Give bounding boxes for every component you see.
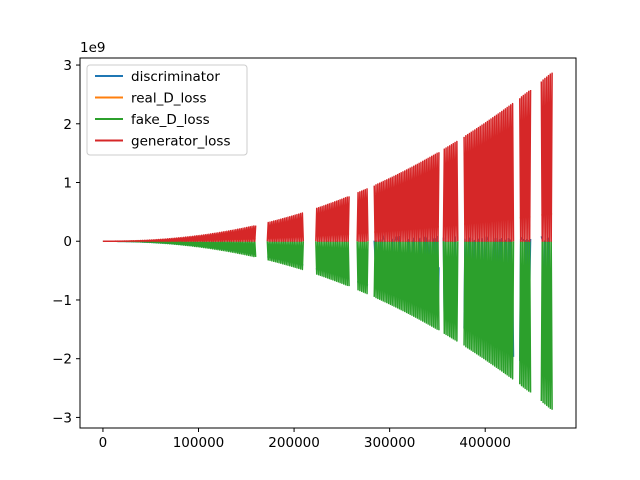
legend-box	[86, 64, 248, 156]
y-tick-label: 3	[63, 58, 72, 74]
y-tick-label: −1	[52, 293, 72, 309]
x-tick-label: 300000	[364, 435, 416, 451]
y-tick-label: 2	[63, 117, 72, 133]
legend: discriminator real_D_loss fake_D_lossgener…	[86, 64, 248, 156]
axes-frame	[79, 57, 577, 429]
series-line-generator-loss	[102, 72, 553, 242]
y-tick-label: −3	[52, 410, 72, 426]
y-tick-label: 0	[63, 234, 72, 250]
series-line-fake-D-loss	[102, 240, 553, 410]
legend-label-fake-D-loss: fake_D_loss	[131, 112, 210, 128]
axis-ticks: 0 100000 200000 300000 400000 −3 −2 −1 0 1 2 3	[52, 58, 511, 451]
x-tick-label: 0	[99, 435, 108, 451]
legend-label-generator-loss: generator_loss	[131, 134, 231, 150]
y-tick-label: −2	[52, 352, 72, 368]
y-tick-label: 1	[63, 176, 72, 192]
legend-label-real-D-loss: real_D_loss	[131, 91, 207, 107]
x-tick-label: 200000	[268, 435, 320, 451]
plot-area	[102, 72, 553, 410]
x-tick-label: 400000	[459, 435, 511, 451]
y-offset-label: 1e9	[80, 40, 105, 56]
x-tick-label: 100000	[173, 435, 225, 451]
legend-label-discriminator: discriminator	[131, 69, 220, 85]
